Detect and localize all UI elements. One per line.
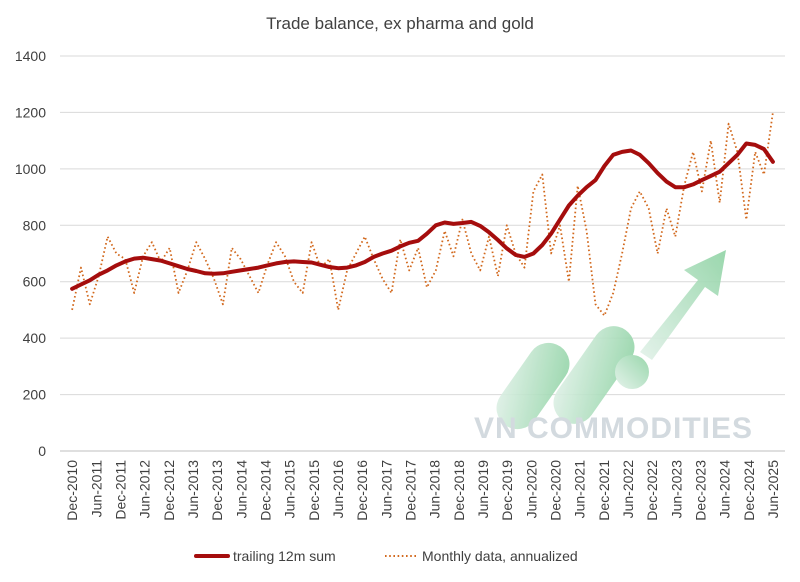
x-tick-label: Jun-2021: [572, 460, 588, 519]
x-tick-label: Dec-2013: [209, 460, 225, 521]
x-tick-label: Jun-2015: [282, 460, 298, 519]
x-tick-label: Dec-2024: [741, 460, 757, 521]
series-monthly-data: [71, 112, 774, 317]
y-tick-label: 400: [23, 330, 47, 346]
watermark-dot: [615, 355, 649, 389]
x-tick-label: Dec-2022: [644, 460, 660, 521]
chart-title: Trade balance, ex pharma and gold: [266, 14, 534, 33]
y-tick-label: 0: [38, 443, 46, 459]
x-tick-label: Dec-2011: [112, 460, 128, 520]
watermark-bar-2: [553, 326, 635, 424]
x-tick-label: Dec-2019: [499, 460, 515, 521]
x-axis-tick-labels: Dec-2010 Jun-2011 Dec-2011 Jun-2012 Dec-2012…: [64, 460, 781, 521]
x-tick-label: Jun-2023: [668, 460, 684, 519]
watermark-bar-1: [496, 342, 570, 430]
x-tick-label: Dec-2016: [354, 460, 370, 521]
series-trailing-12m: [70, 141, 775, 291]
x-tick-label: Jun-2018: [427, 460, 443, 519]
x-tick-label: Dec-2020: [547, 460, 563, 521]
x-tick-label: Jun-2022: [620, 460, 636, 519]
y-tick-label: 200: [23, 387, 47, 403]
series-line: [70, 141, 775, 291]
x-tick-label: Dec-2014: [257, 460, 273, 521]
x-tick-label: Jun-2017: [378, 460, 394, 519]
x-tick-label: Jun-2025: [765, 460, 781, 519]
legend-label-trailing: trailing 12m sum: [233, 548, 336, 564]
x-tick-label: Jun-2013: [185, 460, 201, 519]
x-tick-label: Dec-2021: [596, 460, 612, 521]
y-tick-label: 1400: [15, 48, 46, 64]
x-tick-label: Dec-2015: [306, 460, 322, 521]
y-tick-label: 1000: [15, 161, 46, 177]
x-tick-label: Jun-2014: [233, 460, 249, 519]
x-tick-label: Jun-2019: [475, 460, 491, 519]
x-tick-label: Dec-2012: [161, 460, 177, 521]
x-tick-label: Dec-2010: [64, 460, 80, 521]
x-tick-label: Jun-2012: [137, 460, 153, 519]
y-tick-label: 800: [23, 217, 47, 233]
series-line: [71, 112, 774, 317]
watermark-text: VN COMMODITIES: [474, 412, 753, 445]
y-axis-tick-labels: 0 200 400 600 800 1000 1200 1400: [15, 48, 46, 459]
watermark: VN COMMODITIES: [474, 250, 753, 445]
x-tick-label: Jun-2011: [88, 460, 104, 518]
watermark-arrow-icon: [640, 250, 726, 360]
x-tick-label: Jun-2024: [717, 460, 733, 519]
legend-label-monthly: Monthly data, annualized: [422, 548, 578, 564]
x-tick-label: Dec-2017: [402, 460, 418, 521]
y-tick-label: 1200: [15, 104, 46, 120]
x-tick-label: Jun-2016: [330, 460, 346, 519]
legend: trailing 12m sum Monthly data, annualize…: [194, 548, 578, 564]
gridlines: [60, 55, 785, 452]
x-tick-label: Jun-2020: [523, 460, 539, 519]
x-tick-label: Dec-2018: [451, 460, 467, 521]
y-tick-label: 600: [23, 274, 47, 290]
x-tick-label: Dec-2023: [692, 460, 708, 521]
